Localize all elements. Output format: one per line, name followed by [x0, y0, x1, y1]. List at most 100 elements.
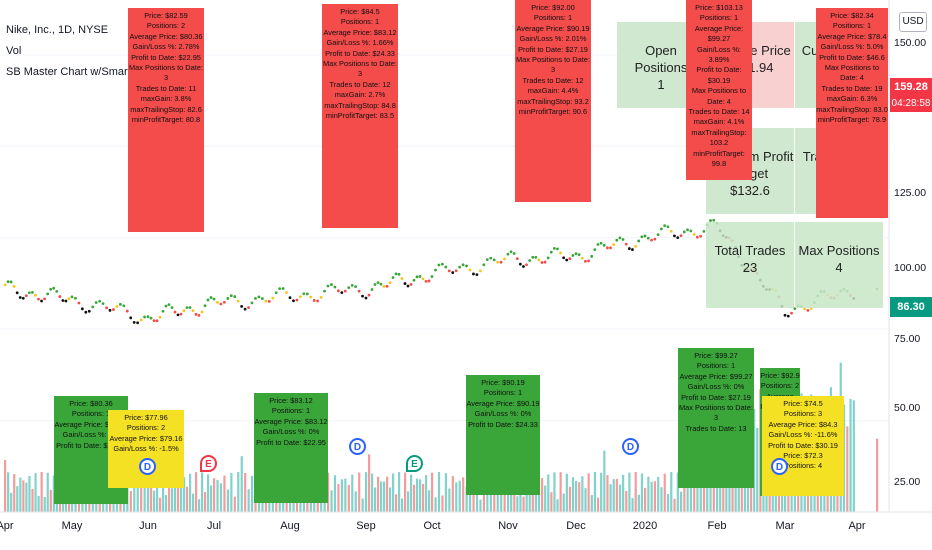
volume-bar [650, 481, 653, 512]
volume-bar [174, 476, 177, 512]
add-signal-label[interactable]: Price: $77.96 Positions: 2 Average Price: … [108, 410, 184, 488]
volume-bar [689, 478, 693, 512]
signal-line: Gain/Loss %: 0% [474, 409, 532, 419]
buy-signal-label[interactable]: Price: $99.27 Positions: 1 Average Price: … [678, 348, 754, 488]
vol-indicator-label[interactable]: Vol [6, 45, 22, 57]
price-dot [574, 252, 578, 256]
volume-bar [143, 479, 146, 512]
signal-line: Positions: 2 [146, 21, 186, 31]
volume-bar [676, 472, 679, 512]
strategy-indicator-label[interactable]: SB Master Chart w/Smart Trade [6, 66, 162, 78]
sell-signal-label[interactable]: Price: $82.59 Positions: 2 Average Price: … [128, 8, 204, 232]
volume-bar [201, 472, 204, 512]
signal-line: Average Price: $99.27 [679, 371, 753, 381]
volume-bar [19, 477, 22, 512]
volume-bar [493, 485, 496, 512]
signal-line: Average Price: $80.36 [54, 419, 128, 429]
price-dot [257, 295, 261, 299]
dividend-event-icon[interactable]: D [771, 458, 788, 475]
signal-line: minProfitTarget: 99.8 [693, 148, 745, 169]
volume-bar [230, 472, 233, 512]
signal-line: Price: $82.59 [144, 11, 188, 20]
price-dot [70, 295, 74, 299]
volume-bar [422, 483, 425, 512]
signal-line: Average Price: $80.36 [129, 31, 203, 41]
volume-bar [153, 490, 156, 512]
signal-line: Price: $77.96 [124, 413, 168, 422]
sell-signal-label[interactable]: Price: $84.5 Positions: 1 Average Price: $… [322, 4, 398, 228]
signal-line: Average Price: $90.19 [516, 23, 590, 33]
volume-bar [195, 472, 198, 512]
price-tick-label: 100.00 [894, 262, 927, 274]
price-dot [340, 291, 344, 295]
volume-bar [240, 456, 243, 512]
price-dot [537, 258, 541, 262]
signal-line: maxGain: 4.4% [527, 86, 579, 96]
volume-bar [500, 480, 503, 512]
sell-signal-label[interactable]: Price: $92.00 Positions: 1 Average Price: … [515, 0, 591, 202]
price-dot [559, 251, 562, 255]
symbol-title[interactable]: Nike, Inc., 1D, NYSE [6, 24, 109, 36]
earnings-event-icon[interactable]: E [406, 455, 423, 472]
signal-line: Price: $90.19 [481, 378, 525, 387]
signal-line: minProfitTarget: 80.8 [131, 115, 201, 125]
dividend-event-icon[interactable]: D [622, 438, 639, 455]
price-dot [305, 292, 309, 296]
volume-bar [165, 495, 168, 512]
price-dot [164, 304, 168, 308]
volume-bar [31, 488, 34, 512]
price-dot [84, 310, 88, 314]
signal-line: maxTrailingStop: 83.0 [816, 104, 888, 114]
volume-bar [846, 426, 849, 512]
signal-line: Positions: 1 [71, 409, 111, 419]
buy-signal-label[interactable]: Price: $83.12 Positions: 1 Average Price: … [254, 393, 328, 503]
volume-bar [562, 493, 565, 512]
price-dot [34, 293, 37, 297]
signal-line: Positions: 2 [126, 423, 166, 433]
volume-bar [204, 492, 207, 512]
price-dot [534, 255, 538, 259]
price-dot [385, 284, 389, 288]
price-dot [94, 301, 98, 304]
signal-line: Trades to Date: 12 [329, 79, 391, 89]
price-dot [689, 229, 693, 233]
signal-line: Average Price: $99.27 [694, 23, 744, 44]
price-dot [288, 296, 292, 300]
signal-line: Gain/Loss %: 0% [62, 430, 120, 440]
price-dot [281, 287, 285, 290]
volume-bar [479, 499, 482, 512]
price-dot [80, 307, 84, 311]
signal-line: Profit to Date: $46.6 [819, 52, 885, 62]
currency-button[interactable]: USD [899, 12, 927, 32]
price-dot [250, 301, 254, 305]
max-positions-value: 4 [835, 260, 843, 275]
volume-bar [503, 483, 506, 512]
signal-line: Price: $92.9 [760, 371, 800, 380]
price-dot [74, 296, 77, 300]
volume-bar [606, 475, 609, 512]
price-dot [216, 300, 219, 304]
volume-bar [653, 481, 657, 512]
price-dot [546, 256, 550, 260]
price-dot [146, 315, 150, 319]
signal-line: Max Positions to Date: 4 [691, 86, 747, 106]
info-max-positions: Max Positions 4 [795, 222, 883, 308]
sell-signal-label[interactable]: Price: $82.34 Positions: 1 Average Price: … [816, 8, 888, 218]
sell-signal-label[interactable]: Price: $103.13 Positions: 1 Average Price:… [686, 0, 752, 180]
price-dot [709, 219, 712, 222]
price-dot [52, 286, 56, 290]
chart-legend: Nike, Inc., 1D, NYSE Vol SB Master Chart… [6, 20, 162, 83]
price-dot [712, 218, 716, 222]
buy-signal-label[interactable]: Price: $90.19 Positions: 1 Average Price: … [466, 375, 540, 495]
price-dot [458, 265, 462, 269]
signal-line: Profit to Date: $22.95 [256, 437, 326, 447]
volume-bar [550, 492, 553, 512]
volume-bar [528, 489, 531, 512]
price-dot [637, 239, 641, 243]
price-dot [406, 284, 410, 288]
price-dot [382, 284, 386, 288]
dividend-event-icon[interactable]: D [139, 458, 156, 475]
add-signal-label[interactable]: Price: $74.5 Positions: 3 Average Price: $… [762, 396, 844, 496]
dividend-event-icon[interactable]: D [349, 438, 366, 455]
earnings-event-icon[interactable]: E [200, 455, 217, 472]
